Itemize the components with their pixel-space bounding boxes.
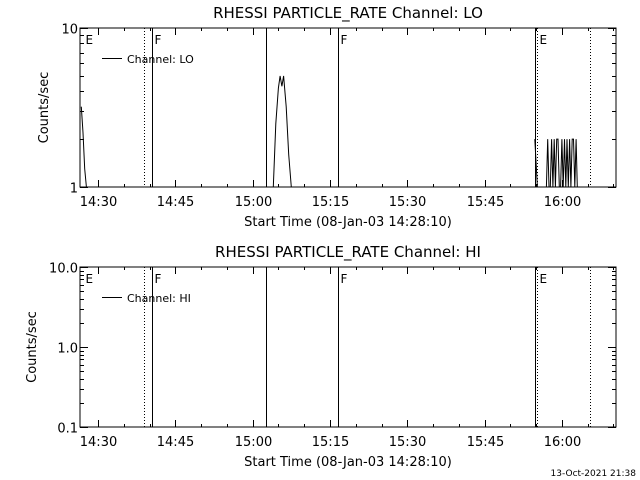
x-tick-label: 15:00 [235,435,272,450]
flag-label: E [540,272,548,286]
y-tick-label: 10.0 [49,262,78,277]
y-tick-label: 1 [70,182,78,197]
y-tick-label: 1.0 [57,342,78,357]
x-tick-label: 15:45 [467,195,504,210]
y-axis-label: Counts/sec [37,72,52,144]
x-tick-label: 15:30 [389,435,426,450]
series-line [545,138,578,188]
flag-label: F [155,272,162,286]
x-tick-label: 15:00 [235,195,272,210]
x-tick-label: 14:30 [80,195,117,210]
x-tick-label: 15:15 [312,195,349,210]
legend-entry: Channel: LO [127,53,194,66]
x-tick-label: 15:30 [389,195,426,210]
series-line [80,106,88,188]
flag-label: F [155,33,162,47]
x-tick-label: 14:45 [157,435,194,450]
chart-panel-1: RHESSI PARTICLE_RATE Channel: HI E F F E 14:3… [25,243,617,470]
flag-label: F [341,33,348,47]
series-line [272,75,292,188]
x-tick-label: 14:45 [157,195,194,210]
flag-label: E [86,272,94,286]
plot-frame [79,27,617,188]
series-line [534,139,540,188]
x-tick-label: 16:00 [544,435,581,450]
footer-timestamp: 13-Oct-2021 21:38 [551,469,637,479]
x-tick-label: 15:15 [312,435,349,450]
x-tick-label: 16:00 [544,195,581,210]
flag-label: E [540,33,548,47]
y-axis-label: Counts/sec [25,311,40,383]
x-tick-label: 14:30 [80,435,117,450]
chart-panel-0: RHESSI PARTICLE_RATE Channel: LO E F F E 14:3… [37,4,617,230]
flag-label: F [341,272,348,286]
x-axis-label: Start Time (08-Jan-03 14:28:10) [244,215,452,230]
x-tick-label: 15:45 [467,435,504,450]
legend-entry: Channel: HI [127,292,191,305]
chart-title: RHESSI PARTICLE_RATE Channel: LO [213,4,483,23]
flag-label: E [86,33,94,47]
y-tick-label: 0.1 [57,422,78,437]
x-axis-label: Start Time (08-Jan-03 14:28:10) [244,455,452,470]
chart-title: RHESSI PARTICLE_RATE Channel: HI [215,243,481,262]
y-tick-label: 10 [61,23,78,38]
